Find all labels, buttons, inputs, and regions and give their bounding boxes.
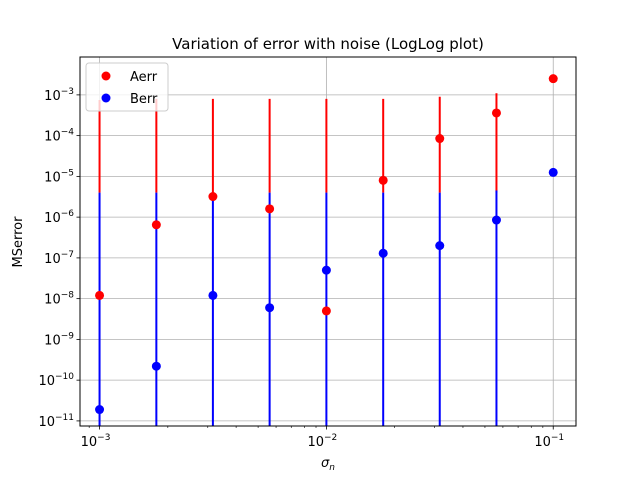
legend: Aerr Berr <box>85 62 169 112</box>
x-tick-label-exponent: −1 <box>551 433 564 443</box>
y-tick-label-exponent: −4 <box>61 128 75 138</box>
y-tick-label: 10−7 <box>44 250 74 267</box>
y-tick-label-exponent: −10 <box>55 372 74 382</box>
y-tick-label-exponent: −5 <box>61 168 74 178</box>
x-tick-label: 10−1 <box>534 433 564 450</box>
x-tick-label-exponent: −2 <box>324 433 337 443</box>
data-point-aerr <box>435 134 445 144</box>
y-tick-label-exponent: −8 <box>61 291 75 301</box>
error-bars <box>98 93 498 426</box>
ticks: 10−3 10−2 10−110−1110−1010−910−810−710−610… <box>38 87 564 450</box>
y-tick-label: 10−6 <box>44 209 74 226</box>
legend-label-aerr: Aerr <box>130 70 158 85</box>
x-axis-label: σn <box>321 456 335 473</box>
data-point-berr <box>265 303 275 313</box>
y-axis-label: MSerror <box>11 216 26 268</box>
data-point-berr <box>548 167 558 177</box>
y-tick-label-base: 10 <box>44 252 61 267</box>
data-point-berr <box>321 265 331 275</box>
data-point-aerr <box>321 306 331 316</box>
y-tick-label-exponent: −7 <box>61 250 74 260</box>
y-tick-label: 10−5 <box>44 168 74 185</box>
data-point-aerr <box>491 108 501 118</box>
y-tick-label: 10−3 <box>44 87 74 104</box>
data-point-berr <box>208 290 218 300</box>
x-tick-label: 10−3 <box>81 433 111 450</box>
x-tick-label-base: 10 <box>534 435 551 450</box>
y-tick-label: 10−11 <box>38 413 74 430</box>
data-point-berr <box>378 248 388 258</box>
y-tick-label-base: 10 <box>44 333 61 348</box>
data-point-berr <box>491 215 501 225</box>
legend-marker-berr <box>101 93 111 103</box>
y-tick-label-exponent: −11 <box>55 413 74 423</box>
y-tick-label-exponent: −9 <box>61 331 75 341</box>
x-tick-label-base: 10 <box>81 435 98 450</box>
y-tick-label: 10−9 <box>44 331 74 348</box>
legend-marker-aerr <box>101 71 111 81</box>
y-tick-label-base: 10 <box>44 130 61 145</box>
data-point-berr <box>435 241 445 251</box>
y-tick-label: 10−8 <box>44 291 74 308</box>
axes-frame <box>79 56 577 427</box>
x-axis-label-subscript: n <box>329 463 335 473</box>
data-point-aerr <box>208 192 218 202</box>
y-tick-label-base: 10 <box>38 415 55 430</box>
x-axis-label-symbol: σ <box>321 456 330 471</box>
y-tick-label: 10−4 <box>44 128 74 145</box>
legend-label-berr: Berr <box>130 92 158 107</box>
y-tick-label-base: 10 <box>44 293 61 308</box>
data-point-berr <box>95 405 105 415</box>
markers <box>95 74 558 415</box>
y-tick-label-base: 10 <box>38 374 55 389</box>
chart-title: Variation of error with noise (LogLog pl… <box>172 35 484 53</box>
y-tick-label-exponent: −3 <box>61 87 74 97</box>
data-point-aerr <box>151 220 161 230</box>
y-tick-label-base: 10 <box>44 170 61 185</box>
data-point-aerr <box>95 290 105 300</box>
y-tick-label: 10−10 <box>38 372 74 389</box>
x-tick-label: 10−2 <box>307 433 337 450</box>
legend-entries: Aerr Berr <box>101 70 158 107</box>
y-tick-label-base: 10 <box>44 89 61 104</box>
y-tick-label-exponent: −6 <box>61 209 75 219</box>
x-tick-label-base: 10 <box>307 435 324 450</box>
data-point-aerr <box>265 204 275 214</box>
data-point-aerr <box>548 74 558 84</box>
data-point-aerr <box>378 175 388 185</box>
y-tick-label-base: 10 <box>44 211 61 226</box>
data-point-berr <box>151 361 161 371</box>
x-tick-label-exponent: −3 <box>97 433 110 443</box>
